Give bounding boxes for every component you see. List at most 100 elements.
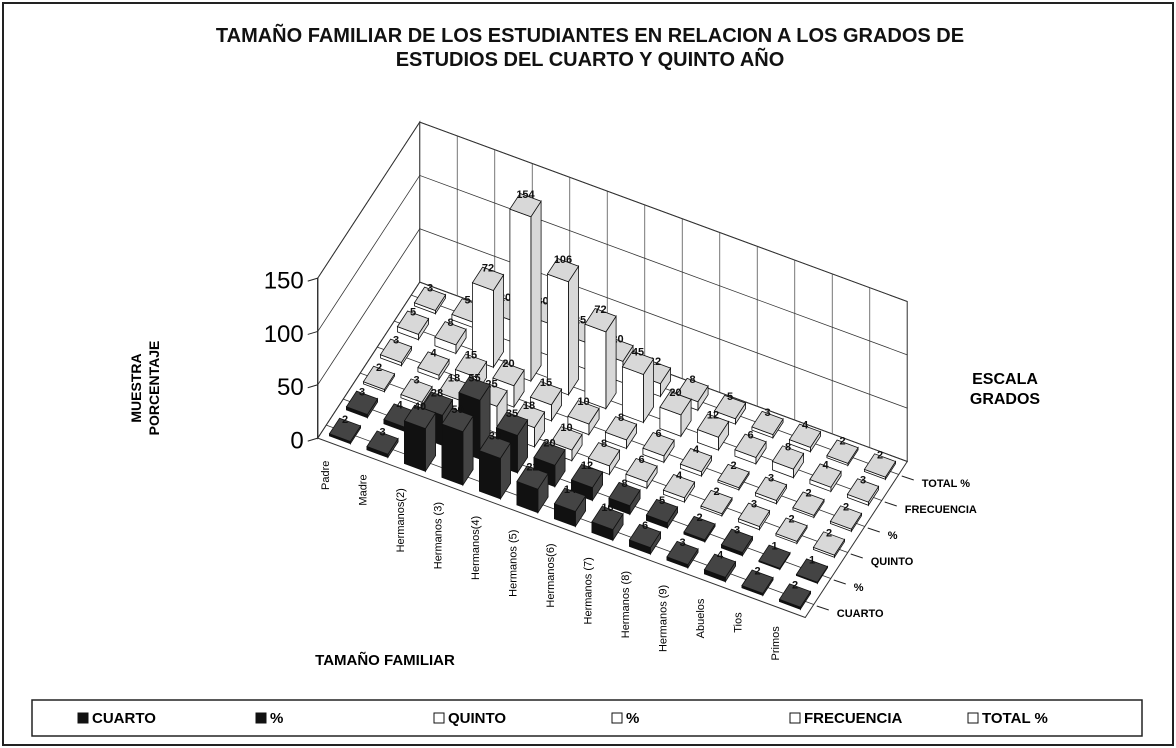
bar-top [328,417,362,443]
bar-top [863,453,897,478]
value-label: 10 [601,502,613,514]
bar [795,558,829,585]
bar-top [795,558,829,583]
bar [703,553,737,584]
bar [683,515,716,544]
value-label: 15 [465,350,477,362]
value-label: 3 [393,335,399,347]
value-label: 8 [447,317,453,329]
value-label: 20 [543,438,555,450]
bar-top [812,531,846,556]
bar [413,286,447,316]
value-label: 2 [826,527,832,539]
legend-swatch [967,712,979,724]
bar [741,569,774,597]
value-label: 14 [564,484,577,496]
value-label: 106 [554,254,572,266]
value-label: 3 [379,427,385,439]
bar-top [441,407,474,433]
y-tick-label: QUINTO [871,556,914,568]
bar [509,192,542,383]
bar-top [758,544,791,569]
bar [628,523,662,556]
value-label: 72 [482,263,494,275]
bar-top [417,351,450,376]
value-label: 10 [560,422,572,434]
bar-top [662,473,696,499]
y-tick [884,501,897,507]
bar-top [679,447,713,473]
bar-top [751,410,784,436]
value-label: 3 [751,499,757,511]
value-label: 3 [413,375,419,387]
value-label: 55 [468,373,480,385]
bar-front [478,450,501,500]
bar-top [604,416,638,441]
x-tick-label: Hermanos (3) [433,502,445,569]
bar [662,473,696,504]
bar-front [509,208,532,382]
bar-top [495,411,529,437]
x-tick-label: Hermanos(2) [395,488,407,552]
value-label: 6 [747,430,753,442]
x-tick-label: Madre [358,474,370,505]
bar [792,491,825,519]
bar [417,351,450,381]
bar [700,489,733,518]
bar-top [434,321,467,346]
value-label: 20 [502,358,514,370]
grid-line [317,281,908,462]
bar-top [703,553,737,578]
value-label: 5 [727,391,733,403]
bar-top [533,441,566,466]
value-label: 1 [771,541,777,553]
value-label: 3 [679,537,685,549]
z-tick-label: 150 [264,267,304,294]
bar [737,502,771,532]
grid-line [317,174,908,356]
bar-top [570,463,604,489]
bar-top [478,434,512,459]
value-label: 15 [540,377,552,389]
value-label: 2 [792,579,798,591]
value-label: 40 [414,401,426,413]
value-label: 45 [632,347,644,359]
value-label: 3 [768,473,774,485]
bar [666,540,699,570]
bar-top [788,423,822,448]
value-label: 72 [594,304,606,316]
bar-top [659,391,692,416]
legend-swatch [77,712,89,724]
legend-swatch [433,712,445,724]
value-label: 8 [621,478,627,490]
bar-top [621,350,655,375]
bar-top [454,353,488,378]
value-label: 2 [713,486,719,498]
legend-swatch [789,712,801,724]
z-tick [307,277,318,282]
bar-top [826,439,859,464]
bar-top [642,432,675,457]
value-label: 3 [427,283,433,295]
value-label: 4 [676,470,683,482]
z-tick [307,437,318,442]
value-label: 2 [805,488,811,500]
value-label: 5 [410,307,416,319]
bar-top [608,481,641,507]
value-label: 50 [451,404,463,416]
x-tick-label: Hermanos (5) [508,530,520,597]
bar-top [366,430,399,455]
x-tick-label: Hermanos (7) [583,557,595,624]
grid-line [317,121,908,302]
bar-top [713,394,747,420]
bar [751,410,784,440]
value-label: 6 [642,520,648,532]
value-label: 28 [431,388,443,400]
bar [826,439,859,467]
bar-side [530,199,542,383]
x-tick-label: Hermanos(6) [545,543,557,607]
bar [720,528,754,558]
bar-top [666,540,699,566]
bar-top [775,517,808,542]
value-label: 2 [843,501,849,513]
